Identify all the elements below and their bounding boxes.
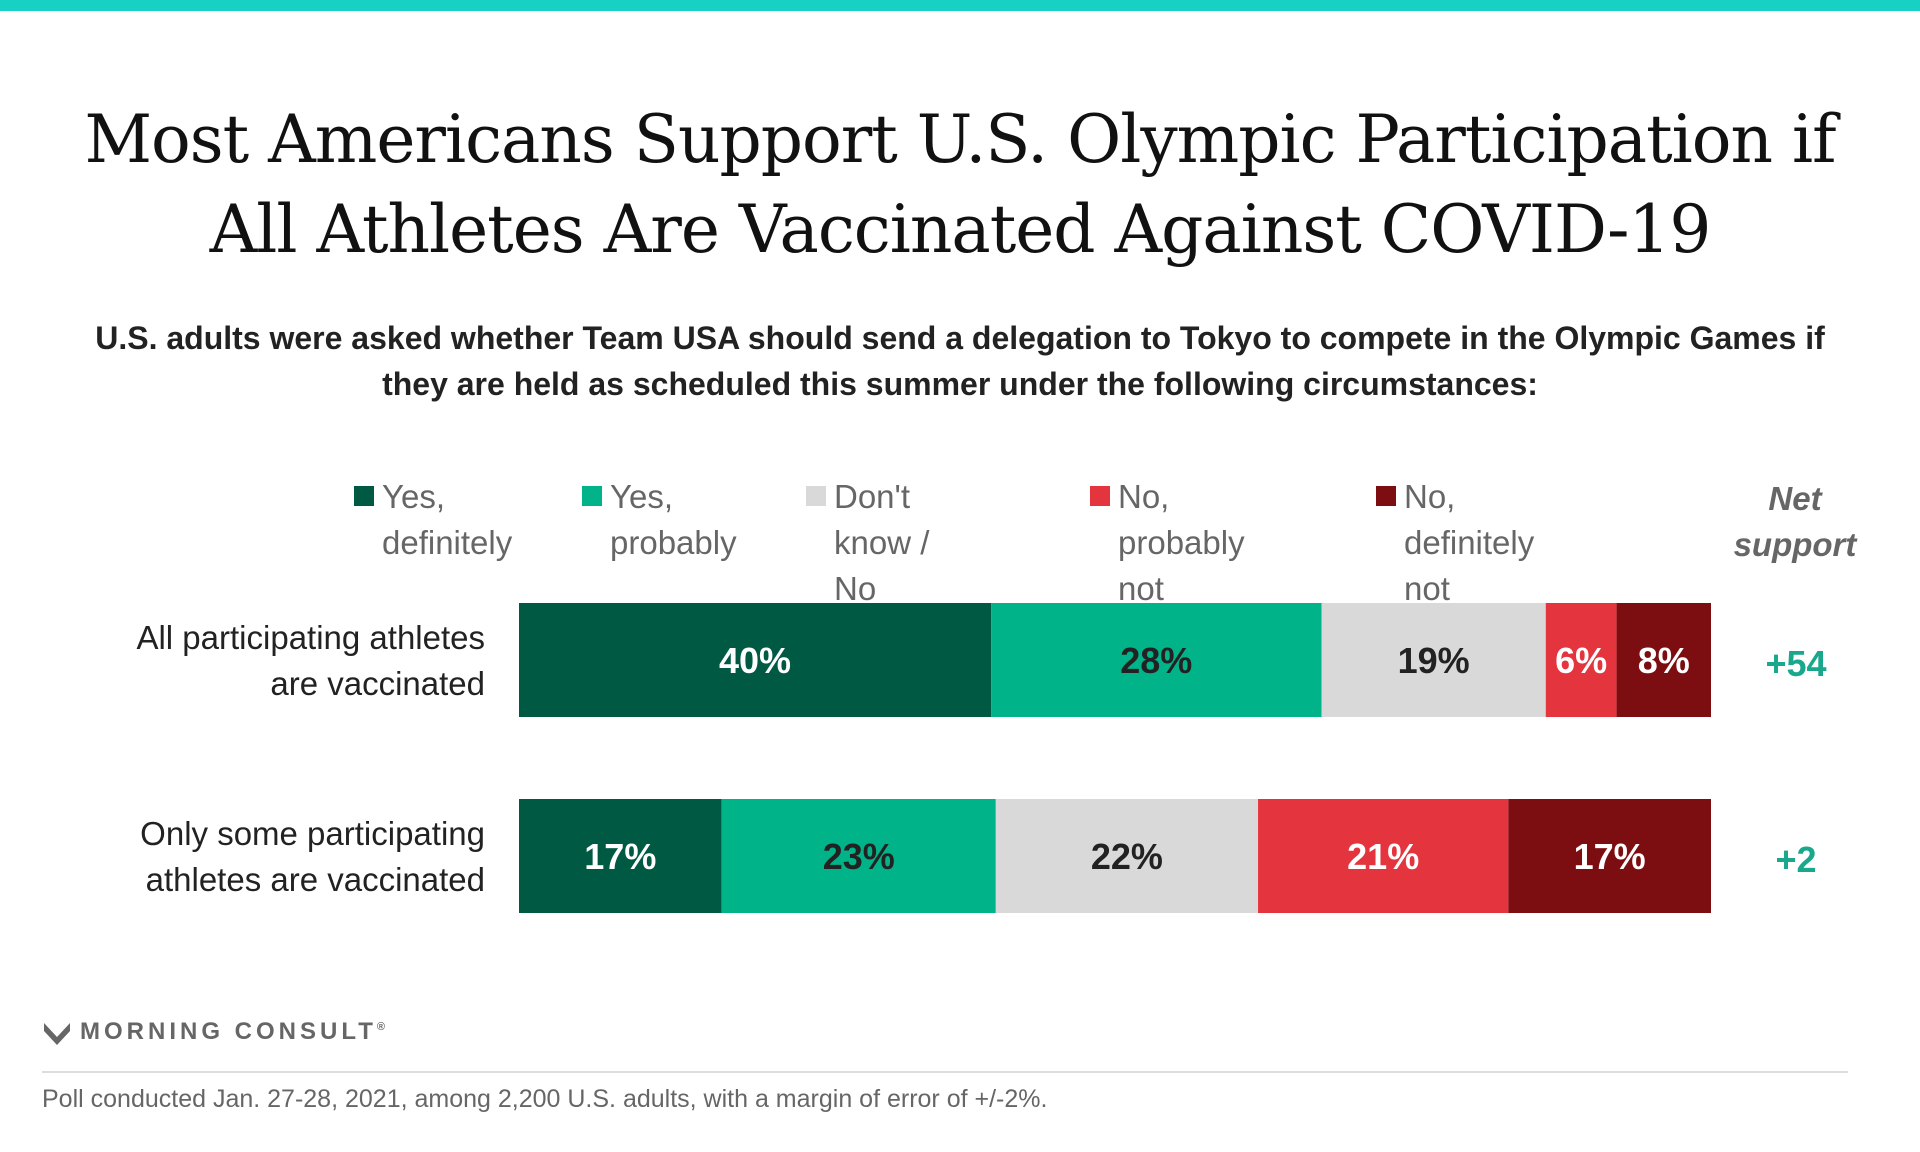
bar-segment-no-probably-not-row-2 xyxy=(1258,799,1509,913)
top-accent-bar xyxy=(0,0,1920,11)
bar-label-yes-definitely-row-1: 40% xyxy=(719,640,791,681)
bar-label-yes-probably-row-2: 23% xyxy=(823,836,895,877)
legend-swatch-yes-definitely xyxy=(354,486,374,506)
brand-registered-mark: ® xyxy=(376,1021,385,1033)
bar-segment-dont-know-row-1 xyxy=(1321,603,1546,717)
bar-label-no-definitely-not-row-2: 17% xyxy=(1574,836,1646,877)
bar-segment-yes-probably-row-1 xyxy=(991,603,1322,717)
row-label-some-vaccinated: Only some participating athletes are vac… xyxy=(140,815,485,898)
bar-segment-no-probably-not-row-1 xyxy=(1545,603,1617,717)
legend-swatch-no-probably-not xyxy=(1090,486,1110,506)
bar-label-dont-know-row-2: 22% xyxy=(1091,836,1163,877)
bar-label-no-probably-not-row-2: 21% xyxy=(1347,836,1419,877)
brand-name-text: MORNING CONSULT xyxy=(80,1018,377,1045)
net-support-value-row-1: +54 xyxy=(1765,643,1826,684)
legend-label-yes-probably: Yes, probably xyxy=(610,478,737,561)
footnote: Poll conducted Jan. 27-28, 2021, among 2… xyxy=(42,1085,1048,1113)
bar-label-dont-know-row-1: 19% xyxy=(1398,640,1470,681)
bar-segment-yes-definitely-row-1 xyxy=(519,603,992,717)
net-support-value-row-2: +2 xyxy=(1775,839,1816,880)
legend-label-no-definitely-not: No, definitely not xyxy=(1404,478,1535,607)
bar-segment-dont-know-row-2 xyxy=(995,799,1259,913)
bar-label-no-definitely-not-row-1: 8% xyxy=(1638,640,1690,681)
bar-segment-yes-definitely-row-2 xyxy=(519,799,722,913)
bar-segment-no-definitely-not-row-1 xyxy=(1616,603,1711,717)
row-label-all-vaccinated: All participating athletes are vaccinate… xyxy=(136,619,485,702)
net-support-header: Net support xyxy=(1733,480,1857,563)
chart-title: Most Americans Support U.S. Olympic Part… xyxy=(84,101,1836,268)
legend-label-yes-definitely: Yes, definitely xyxy=(382,478,513,561)
legend-swatch-no-definitely-not xyxy=(1376,486,1396,506)
bar-segment-yes-probably-row-2 xyxy=(721,799,996,913)
legend-label-no-probably-not: No, probably not xyxy=(1118,478,1245,607)
chart-subtitle: U.S. adults were asked whether Team USA … xyxy=(95,320,1825,402)
brand-name: MORNING CONSULT® xyxy=(80,1018,385,1046)
morning-consult-logo-icon xyxy=(44,1023,70,1045)
bar-label-no-probably-not-row-1: 6% xyxy=(1555,640,1607,681)
legend-swatch-yes-probably xyxy=(582,486,602,506)
footer-divider xyxy=(42,1071,1848,1073)
bar-label-yes-definitely-row-2: 17% xyxy=(584,836,656,877)
bar-segment-no-definitely-not-row-2 xyxy=(1508,799,1711,913)
bar-label-yes-probably-row-1: 28% xyxy=(1120,640,1192,681)
legend-swatch-dont-know xyxy=(806,486,826,506)
